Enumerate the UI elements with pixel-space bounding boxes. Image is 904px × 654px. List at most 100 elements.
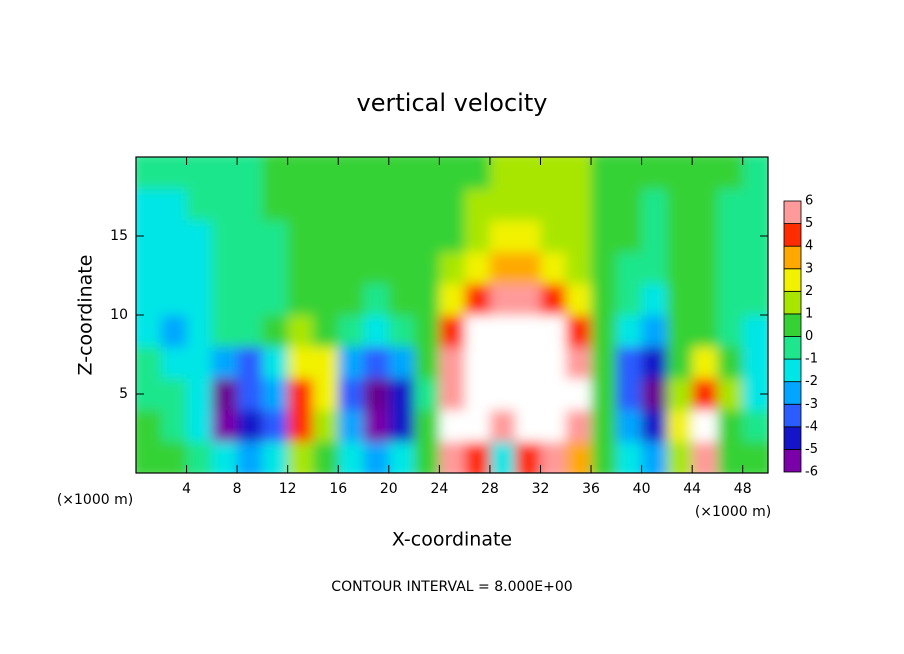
cell (489, 409, 516, 442)
cell (338, 441, 365, 473)
cell (363, 283, 390, 316)
cell (338, 188, 365, 221)
cell (540, 157, 567, 190)
cell (489, 315, 516, 348)
cell (161, 378, 188, 411)
cell (312, 441, 339, 473)
colorbar-label: 5 (805, 216, 813, 231)
cell (388, 188, 415, 221)
cell (287, 283, 314, 316)
colorbar-label: -6 (805, 465, 818, 480)
colorbar-swatch (783, 268, 802, 292)
x-tick-label: 40 (633, 481, 651, 497)
cell (616, 188, 643, 221)
cell (186, 188, 213, 221)
cell (565, 441, 592, 473)
cell (338, 283, 365, 316)
cell (414, 157, 440, 190)
cell (666, 315, 693, 348)
cell (515, 251, 541, 284)
colorbar-swatch (783, 336, 802, 360)
cell (616, 409, 643, 442)
cell (363, 251, 390, 284)
colorbar-swatch (783, 381, 802, 405)
cell (136, 188, 162, 221)
cell (591, 157, 617, 190)
cell (262, 441, 289, 473)
cell (540, 346, 567, 379)
cell (439, 283, 466, 316)
cell (641, 157, 668, 190)
footnote: CONTOUR INTERVAL = 8.000E+00 (331, 579, 572, 595)
cell (489, 378, 516, 411)
colorbar-swatch (783, 245, 802, 270)
cell (742, 251, 768, 284)
cell (414, 315, 440, 348)
cell (692, 157, 718, 190)
cell (464, 441, 491, 473)
cell (489, 441, 516, 473)
cell (414, 346, 440, 379)
cell (489, 251, 516, 284)
cell (717, 346, 744, 379)
cell (312, 283, 339, 316)
cell (211, 188, 238, 221)
x-tick-label: 16 (329, 481, 347, 497)
cell (262, 378, 289, 411)
cell (540, 378, 567, 411)
cell (287, 346, 314, 379)
cell (742, 346, 768, 379)
cell (287, 315, 314, 348)
cell (742, 409, 768, 442)
cell (136, 251, 162, 284)
cell (211, 220, 238, 253)
cell (363, 409, 390, 442)
cell (312, 346, 339, 379)
cell (717, 283, 744, 316)
cell (186, 315, 213, 348)
cell (388, 346, 415, 379)
cell (439, 409, 466, 442)
cell (338, 157, 365, 190)
cell (489, 283, 516, 316)
cell (262, 315, 289, 348)
cell (641, 220, 668, 253)
cell (414, 378, 440, 411)
cell (161, 283, 188, 316)
cell (540, 315, 567, 348)
cell (464, 157, 491, 190)
cell (287, 441, 314, 473)
cell (363, 315, 390, 348)
cell (464, 378, 491, 411)
cell (464, 283, 491, 316)
cell (742, 315, 768, 348)
cell (211, 378, 238, 411)
cell (287, 378, 314, 411)
x-tick-label: 36 (582, 481, 600, 497)
colorbar-label: -5 (805, 442, 818, 457)
cell (591, 220, 617, 253)
cell (312, 188, 339, 221)
cell (186, 441, 213, 473)
cell (388, 315, 415, 348)
colorbar-swatch (783, 290, 802, 315)
cell (237, 315, 263, 348)
cell (565, 188, 592, 221)
cell (717, 441, 744, 473)
cell (717, 188, 744, 221)
cell (363, 441, 390, 473)
x-tick-label: 44 (683, 481, 701, 497)
cell (616, 346, 643, 379)
cell (591, 409, 617, 442)
cell (237, 188, 263, 221)
cell (742, 283, 768, 316)
cell (616, 378, 643, 411)
colorbar-swatch (783, 200, 802, 224)
cell (666, 378, 693, 411)
cell (186, 220, 213, 253)
cell (666, 188, 693, 221)
cell (161, 251, 188, 284)
x-tick-label: 4 (182, 481, 191, 497)
cell (489, 188, 516, 221)
cell (363, 378, 390, 411)
